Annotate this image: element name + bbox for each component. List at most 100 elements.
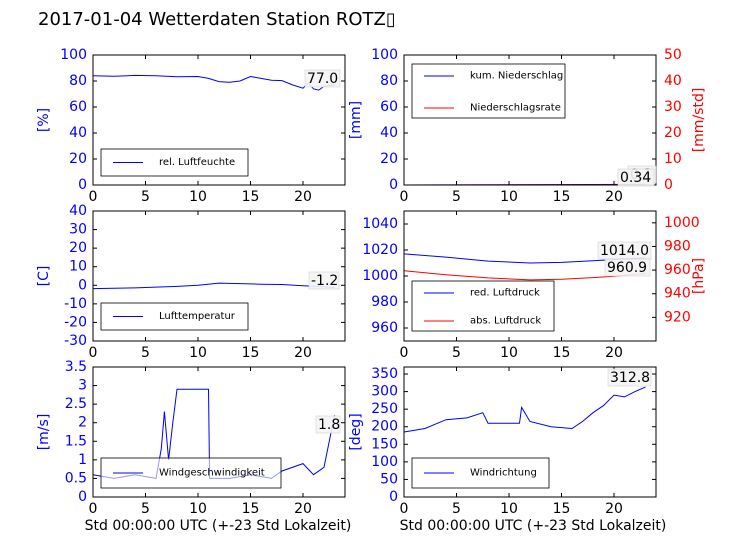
y2-tick-label-pressure-1: 940 (664, 286, 691, 302)
plot-frame-wind_speed (92, 366, 346, 498)
y-tick-label-temperature-5: 20 (69, 240, 87, 256)
plot-frame-temperature (92, 210, 346, 342)
x-tick-label-wind_dir-2: 10 (500, 501, 518, 517)
y2-tick-label-precip-2: 20 (664, 125, 682, 141)
x-tick-label-humidity-1: 5 (141, 189, 150, 205)
y-tick-label-precip-5: 100 (371, 47, 398, 63)
panel-wind_dir: 0 5 10 15 20050100150200250300350[deg]Windri… (348, 366, 657, 517)
value-annotation-box-wind_dir-0 (607, 368, 652, 387)
legend-wind_dir: Windrichtung (411, 457, 550, 489)
y-tick-label-humidity-1: 20 (69, 151, 87, 167)
x-tick-label-pressure-0: 0 (400, 345, 409, 361)
x-axis-label-left: Std 00:00:00 UTC (+-23 Std Lokalzeit) (85, 518, 352, 534)
y-tick-label-wind_dir-6: 300 (371, 384, 398, 400)
legend-entry-temperature-0: Lufttemperatur (159, 311, 236, 322)
y2-tick-label-pressure-4: 1000 (664, 215, 700, 231)
value-annotation-pressure-1: 960.9 (607, 260, 647, 276)
legend-entry-precip-1: Niederschlagsrate (470, 103, 561, 114)
y-tick-label-precip-2: 40 (380, 125, 398, 141)
y-axis-label-humidity: [%] (36, 108, 52, 132)
legend-humidity: rel. Luftfeuchte (100, 148, 249, 177)
series-line-pressure-1 (403, 270, 646, 281)
y-tick-label-wind_speed-5: 2.5 (65, 396, 87, 412)
y-tick-label-wind_dir-0: 0 (389, 489, 398, 505)
missing-glyph-icon: ▯ (385, 9, 396, 30)
x-tick-label-precip-2: 10 (500, 189, 518, 205)
y-tick-label-precip-0: 0 (389, 177, 398, 193)
legend-wind_speed: Windgeschwindigkeit (100, 457, 282, 489)
y-tick-label-pressure-3: 1020 (362, 242, 398, 258)
y-tick-label-wind_dir-3: 150 (371, 436, 398, 452)
value-annotation-box-temperature-0 (308, 271, 340, 290)
x-tick-label-pressure-4: 20 (605, 345, 623, 361)
panel-wind_speed: 0 5 10 15 2000.511.522.533.5[m/s]Windgeschwi… (36, 359, 346, 517)
x-tick-label-wind_dir-3: 15 (553, 501, 571, 517)
chart-title: 2017-01-04 Wetterdaten Station ROTZ▯ (38, 9, 396, 30)
value-annotation-box-humidity-0 (304, 69, 341, 88)
y2-axis-label-precip: [mm/std] (691, 88, 707, 153)
y-tick-label-wind_dir-5: 250 (371, 401, 398, 417)
x-tick-label-pressure-3: 15 (553, 345, 571, 361)
y-tick-label-pressure-4: 1040 (362, 216, 398, 232)
x-axis-label-right: Std 00:00:00 UTC (+-23 Std Lokalzeit) (400, 518, 667, 534)
y-tick-label-humidity-3: 60 (69, 99, 87, 115)
plot-frame-precip (403, 54, 657, 186)
y-axis-label-wind_speed: [m/s] (36, 414, 52, 451)
value-annotation-box-pressure-1 (604, 258, 651, 277)
value-annotation-wind_speed-0: 1.8 (318, 417, 340, 433)
y-tick-label-temperature-1: -20 (64, 314, 87, 330)
y-axis-label-temperature: [C] (36, 266, 52, 287)
legend-entry-wind_dir-0: Windrichtung (470, 468, 537, 479)
x-tick-label-precip-0: 0 (400, 189, 409, 205)
panel-humidity: 0 5 10 15 20 0 20 40 60 80 100 [%] rel. Luftfeuchte 7… (36, 47, 346, 205)
value-annotation-humidity-0: 77.0 (307, 71, 338, 87)
x-tick-label-humidity-4: 20 (294, 189, 312, 205)
y-axis-label-wind_dir: [deg] (348, 413, 364, 450)
value-annotation-box-precip-1 (617, 168, 655, 187)
y-axis-label-precip: [mm] (348, 101, 364, 139)
y-tick-label-wind_dir-7: 350 (371, 366, 398, 382)
x-tick-label-humidity-2: 10 (189, 189, 207, 205)
x-tick-label-humidity-3: 15 (242, 189, 260, 205)
x-tick-label-temperature-1: 5 (141, 345, 150, 361)
panel-precip: 0 5 10 15 20 0 20 40 60 80 100 0 10 20 30 40 50 [mm/std] [… (348, 47, 707, 205)
y-tick-label-wind_dir-1: 50 (380, 471, 398, 487)
y-tick-label-temperature-6: 30 (69, 222, 87, 238)
x-tick-label-wind_dir-1: 5 (452, 501, 461, 517)
legend-entry-pressure-0: red. Luftdruck (470, 288, 540, 299)
series-line-temperature-0 (92, 282, 335, 290)
x-tick-label-wind_dir-4: 20 (605, 501, 623, 517)
y-tick-label-wind_speed-2: 1 (78, 452, 87, 468)
x-tick-label-temperature-3: 15 (242, 345, 260, 361)
x-tick-label-wind_speed-2: 10 (189, 501, 207, 517)
y-tick-label-wind_speed-3: 1.5 (65, 433, 87, 449)
y-tick-label-temperature-2: -10 (64, 296, 87, 312)
legend-frame-pressure (411, 280, 555, 332)
y-tick-label-pressure-1: 980 (371, 294, 398, 310)
x-tick-label-precip-3: 15 (553, 189, 571, 205)
legend-entry-precip-0: kum. Niederschlag (470, 71, 563, 82)
y2-tick-label-pressure-0: 920 (664, 309, 691, 325)
y-tick-label-wind_speed-6: 3 (78, 378, 87, 394)
plot-frame-humidity (92, 54, 346, 186)
y-tick-label-humidity-0: 0 (78, 177, 87, 193)
y2-tick-label-precip-4: 40 (664, 73, 682, 89)
value-annotation-pressure-0: 1014.0 (600, 243, 649, 259)
value-annotation-wind_dir-0: 312.8 (610, 370, 650, 386)
legend-entry-wind_speed-0: Windgeschwindigkeit (159, 468, 265, 479)
y2-axis-label-pressure: [hPa] (691, 258, 707, 294)
y-tick-label-wind_dir-2: 100 (371, 454, 398, 470)
y-tick-label-pressure-0: 960 (371, 320, 398, 336)
y-tick-label-temperature-4: 10 (69, 259, 87, 275)
y2-tick-label-precip-1: 10 (664, 151, 682, 167)
value-annotation-box-wind_speed-0 (315, 415, 341, 434)
panel-temperature: 0 5 10 15 20 -30 -20 -10 0 10 20 30 40 [C] Lufttempera… (36, 203, 346, 361)
y-tick-label-precip-4: 80 (380, 73, 398, 89)
plot-frame-wind_dir (403, 366, 657, 498)
x-tick-label-pressure-2: 10 (500, 345, 518, 361)
legend-entry-humidity-0: rel. Luftfeuchte (159, 157, 235, 168)
x-tick-label-precip-4: 20 (605, 189, 623, 205)
series-line-wind_dir-0 (403, 386, 646, 433)
x-tick-label-wind_speed-1: 5 (141, 501, 150, 517)
